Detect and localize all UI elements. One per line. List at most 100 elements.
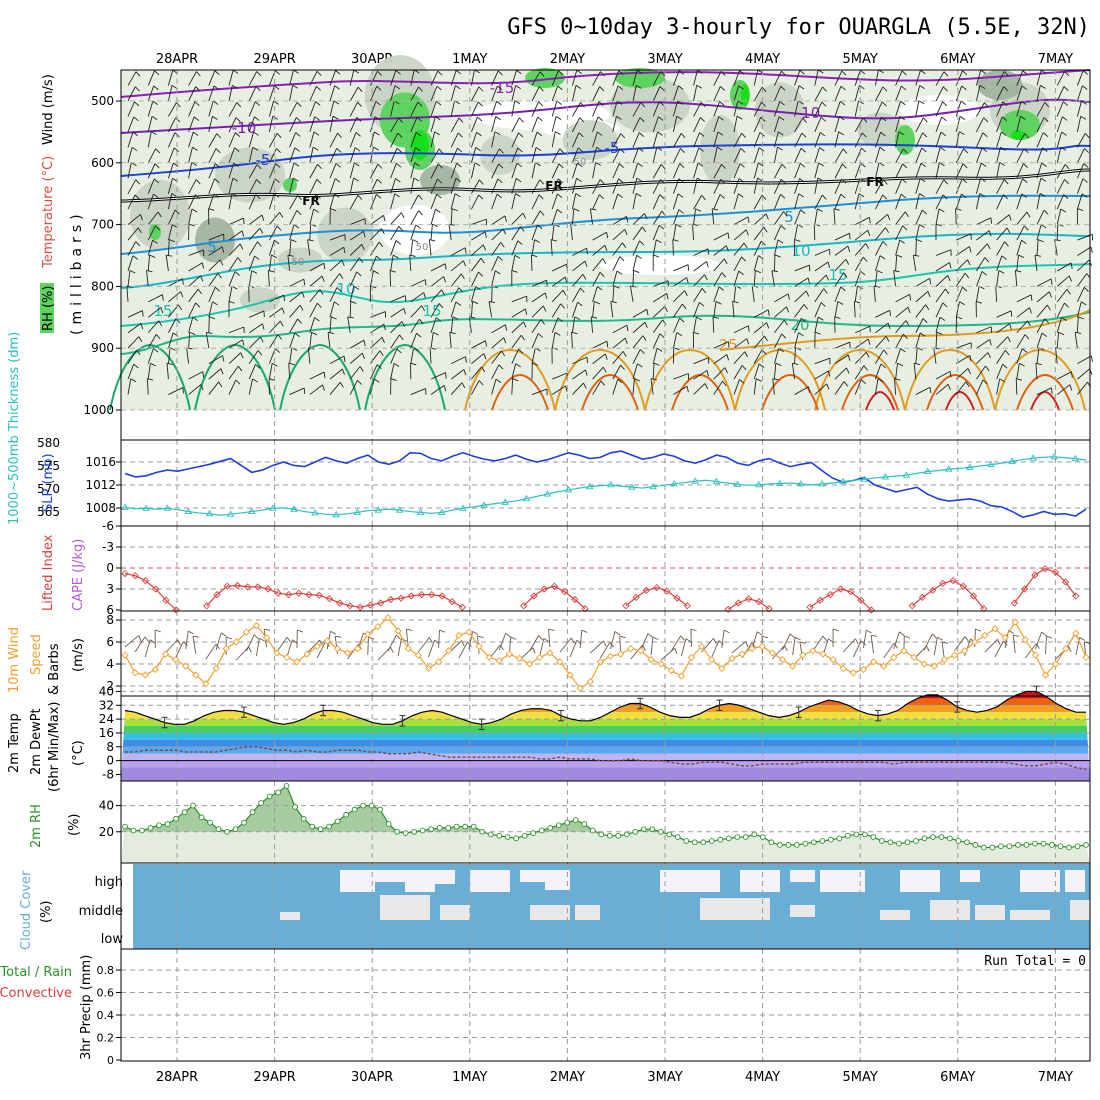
wind-barb-flag: [1068, 646, 1072, 653]
wind-barb-flag: [232, 177, 239, 182]
wind-barb-flag: [720, 70, 726, 76]
wind-barb: [814, 147, 820, 163]
lifted-index-marker: [264, 585, 272, 593]
wind-barb-flag: [195, 302, 201, 308]
wind-barb: [269, 294, 285, 303]
top-date-label: 6MAY: [940, 52, 975, 67]
wind-barb: [996, 162, 1001, 179]
wind-barb-flag: [917, 347, 923, 351]
wind-barb-flag: [741, 365, 747, 371]
wind-barb-flag: [240, 352, 244, 359]
wind-barb-flag: [942, 101, 948, 107]
wind-barb: [390, 226, 400, 241]
wind-barb: [188, 194, 196, 210]
wind-barb-flag: [610, 300, 617, 304]
wind-barb-flag: [1068, 275, 1072, 282]
wind-speed-marker: [394, 627, 402, 635]
wind-barb: [753, 86, 763, 102]
wind-barb-flag: [983, 117, 989, 123]
wind-barb-flag: [410, 362, 417, 366]
wind-barb-flag: [701, 194, 706, 201]
wind-barb: [491, 163, 500, 179]
wind-barb-flag: [334, 193, 340, 198]
slp-axis-label: SLP (mb): [41, 453, 56, 512]
wind-barb-flag: [942, 86, 948, 92]
wind-barb: [450, 316, 454, 333]
bottom-date-label: 1MAY: [452, 1070, 487, 1085]
wind-barb-flag: [834, 316, 841, 320]
wind-barb-flag: [480, 257, 485, 264]
thickness-axis-label: 1000~500mb Thickness (dm): [7, 332, 22, 525]
wind-barb: [751, 285, 755, 302]
wind-barb-flag: [272, 115, 279, 120]
wind-barb: [248, 71, 258, 86]
wind-barb-flag: [712, 316, 719, 319]
wind-barb-flag: [739, 379, 745, 384]
high-cloud-gap: [1065, 870, 1085, 892]
rh-marker: [309, 823, 315, 830]
wind-barb-flag: [896, 254, 903, 258]
wind-barb-flag: [699, 132, 705, 137]
wind-barb: [165, 255, 169, 272]
tick-label: 6: [106, 603, 114, 617]
rh-marker: [232, 826, 239, 833]
bottom-date-label: 7MAY: [1038, 1070, 1073, 1085]
rh-marker: [657, 828, 664, 835]
wind-barb-flag: [725, 245, 729, 252]
thickness-marker: [691, 477, 700, 484]
wind-barb: [632, 255, 638, 272]
wind-barb: [814, 101, 823, 117]
wind-barb: [794, 332, 799, 349]
wind-speed-marker: [809, 647, 817, 655]
wind-barb-flag: [1039, 193, 1046, 197]
wind-barb: [693, 132, 701, 148]
tick-label: 20: [99, 825, 114, 839]
wind-barb-flag: [398, 117, 403, 123]
wind-barb: [713, 116, 720, 133]
rh2m-label-1: 2m RH: [29, 804, 44, 848]
wind-barb-flag: [925, 304, 930, 310]
wind-barb-flag: [158, 320, 163, 327]
wind-barb-flag: [722, 380, 727, 387]
wind-barb: [1016, 178, 1023, 194]
rh-marker: [496, 832, 503, 839]
wind-barb-flag: [376, 255, 382, 261]
wind-barb-flag: [967, 368, 971, 375]
temperature-band: [121, 760, 1090, 768]
wind-speed-marker: [748, 644, 756, 653]
lifted-index-marker: [417, 590, 426, 599]
wind-barb-flag: [715, 301, 722, 305]
wind-barb-flag: [423, 292, 426, 299]
wind-speed-marker: [1082, 653, 1090, 662]
wind-barb-flag: [1044, 318, 1050, 324]
wind-barb: [935, 288, 946, 303]
wind-barb-flag: [660, 71, 666, 77]
wind-barb-flag: [741, 256, 746, 262]
wind-barb: [551, 178, 559, 194]
wind-barb-flag: [634, 378, 641, 382]
wind-barb: [794, 347, 796, 364]
wind-barb-flag: [383, 215, 386, 222]
wind-speed-marker: [1031, 651, 1040, 659]
wind-barb: [753, 194, 763, 210]
wind-barb-flag: [999, 162, 1006, 166]
rh-marker: [913, 838, 919, 844]
wind-speed-marker: [930, 662, 938, 670]
wind-barb-flag: [396, 634, 401, 640]
contour-label: -15: [490, 79, 515, 97]
wind-barb: [397, 638, 403, 657]
wind-barb-flag: [532, 362, 539, 366]
wind-barb: [491, 131, 496, 148]
wind-barb: [471, 366, 483, 380]
wind-barb: [127, 131, 134, 148]
wind-barb-flag: [455, 301, 462, 306]
wind-barb-flag: [576, 69, 582, 74]
wind-barb-flag: [622, 242, 627, 248]
wind-barb: [1056, 179, 1065, 194]
wind-barb: [390, 334, 400, 349]
wind-barb: [592, 179, 601, 194]
wind-barb-flag: [252, 146, 259, 151]
mid-cloud-gap: [880, 910, 910, 920]
wind-barb: [167, 239, 170, 256]
wind-barb: [640, 633, 649, 651]
